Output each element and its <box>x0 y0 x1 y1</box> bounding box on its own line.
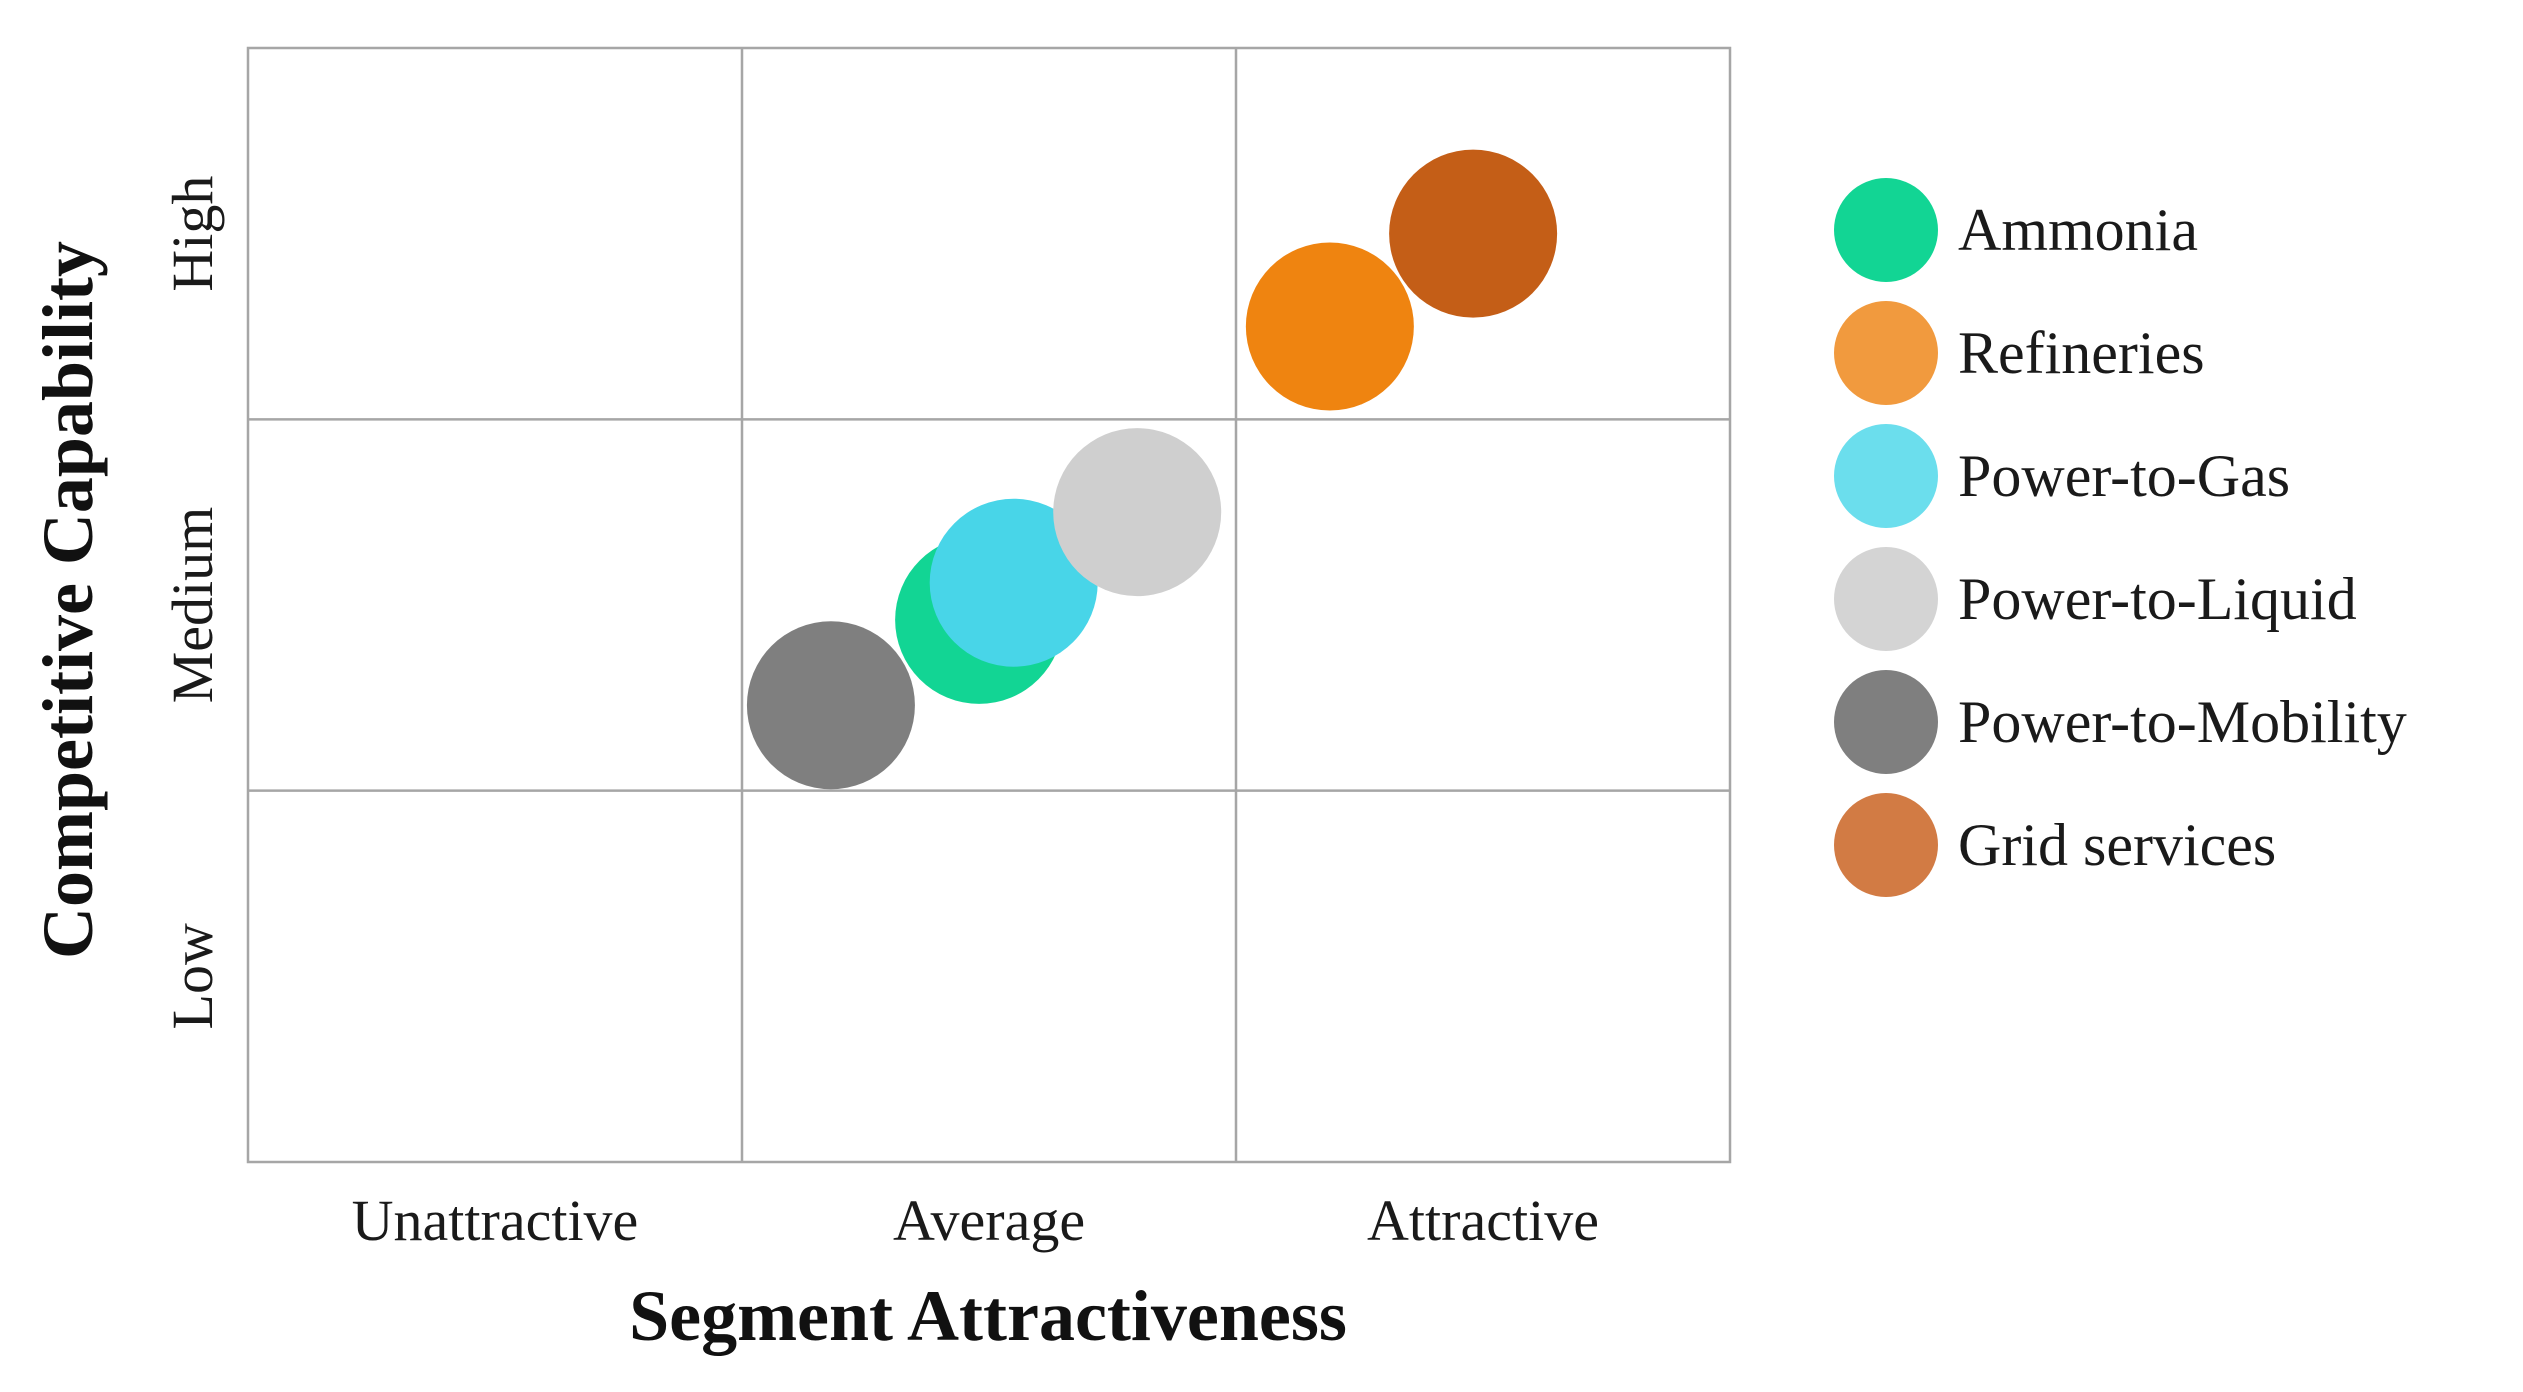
x-tick-label-average: Average <box>893 1188 1085 1253</box>
legend-label-refineries: Refineries <box>1958 320 2205 386</box>
matrix-grid <box>246 46 1732 1164</box>
legend-label-power-to-liquid: Power-to-Liquid <box>1958 566 2357 632</box>
bubble-power-to-mobility <box>746 621 915 790</box>
legend-marker-power-to-gas <box>1834 424 1938 528</box>
y-tick-label-medium: Medium <box>160 507 225 704</box>
y-tick-labels: Low Medium High <box>160 176 225 1030</box>
legend-label-ammonia: Ammonia <box>1958 197 2198 263</box>
legend-label-power-to-gas: Power-to-Gas <box>1958 443 2290 509</box>
plot-border <box>246 46 1732 1164</box>
bubbles <box>746 149 1558 790</box>
legend-marker-ammonia <box>1834 178 1938 282</box>
legend-marker-refineries <box>1834 301 1938 405</box>
y-axis-title: Competitive Capability <box>28 241 108 959</box>
bubble-grid-services <box>1389 149 1558 318</box>
bubble-power-to-gas <box>929 498 1098 667</box>
bubble-power-to-liquid <box>1053 428 1222 597</box>
legend-marker-power-to-mobility <box>1834 670 1938 774</box>
legend-marker-grid-services <box>1834 793 1938 897</box>
legend-marker-power-to-liquid <box>1834 547 1938 651</box>
bubble-refineries <box>1245 242 1414 411</box>
y-tick-label-high: High <box>160 176 225 292</box>
x-tick-label-attractive: Attractive <box>1367 1188 1599 1253</box>
legend-label-power-to-mobility: Power-to-Mobility <box>1958 689 2407 755</box>
y-tick-label-low: Low <box>160 923 225 1029</box>
x-axis-title: Segment Attractiveness <box>629 1276 1347 1356</box>
legend-label-grid-services: Grid services <box>1958 812 2276 878</box>
x-tick-labels: Unattractive Average Attractive <box>352 1188 1599 1253</box>
legend: Ammonia Refineries Power-to-Gas Power-to-Li… <box>1834 178 2407 897</box>
x-tick-label-unattractive: Unattractive <box>352 1188 639 1253</box>
